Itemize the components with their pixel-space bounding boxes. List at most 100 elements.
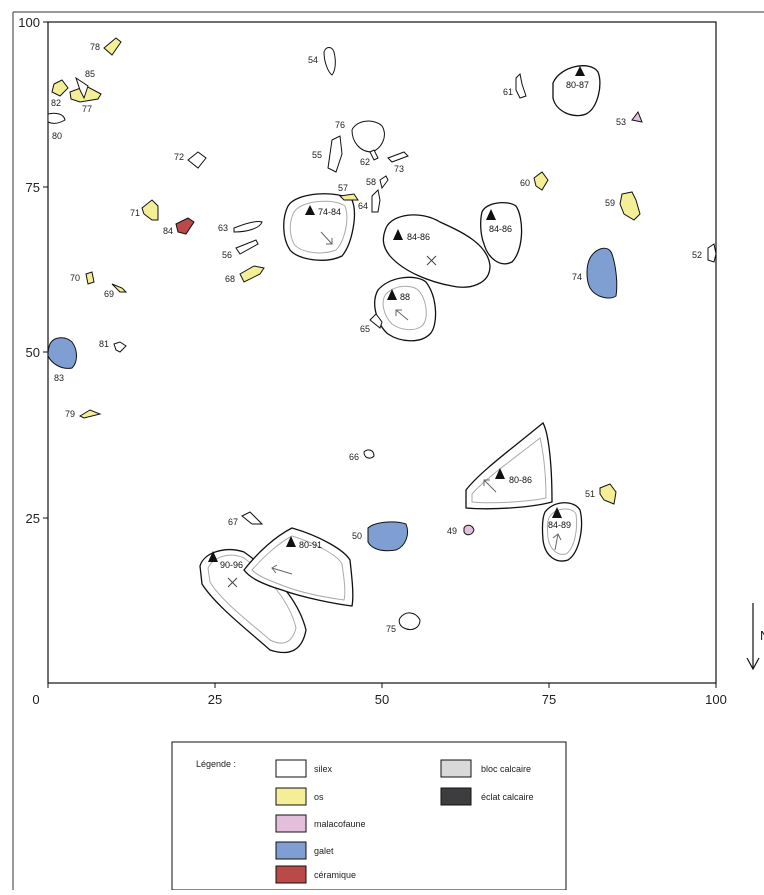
object-number-label: 54	[308, 55, 318, 65]
y-tick-label: 100	[18, 15, 40, 30]
legend-swatch-bloc-calcaire	[440, 759, 472, 778]
block-88: 88	[374, 276, 437, 342]
object-number-label: 53	[616, 117, 626, 127]
malacofaune-53	[631, 110, 643, 123]
object-number-label: 73	[394, 164, 404, 174]
object-number-label: 72	[174, 152, 184, 162]
legend-swatch-ceramique	[275, 865, 307, 884]
object-number-label: 68	[225, 274, 235, 284]
block-80-87: 80-87	[552, 65, 601, 117]
x-tick-label: 100	[705, 692, 727, 707]
os-fragment-68	[239, 265, 265, 283]
ceramique-fragment-84	[175, 217, 195, 235]
block-elevation-label: 80-87	[566, 80, 589, 90]
block-elevation-label: 84-86	[489, 224, 512, 234]
os-fragment-59	[619, 191, 641, 221]
objects	[47, 37, 717, 631]
object-number-label: 71	[130, 208, 140, 218]
silex-fragment-73	[387, 151, 409, 163]
block-elevation-label: 90-96	[220, 560, 243, 570]
block-elevation-label: 84-86	[407, 232, 430, 242]
object-number-label: 76	[335, 120, 345, 130]
os-fragment-79	[78, 409, 102, 419]
silex-fragment-58	[379, 175, 389, 190]
object-labels: 78 85 82 77 80 54 76 55 62 73 72 58 57 6…	[51, 42, 702, 634]
silex-fragment-64	[371, 188, 381, 213]
y-tick-label: 25	[26, 511, 40, 526]
object-number-label: 50	[352, 531, 362, 541]
legend-swatch-os	[275, 787, 307, 806]
silex-fragment-80	[47, 112, 66, 124]
silex-fragment-67	[241, 511, 264, 525]
object-number-label: 52	[692, 250, 702, 260]
os-fragment-78	[103, 37, 122, 56]
north-arrow	[746, 603, 760, 671]
legend-label: os	[314, 792, 324, 802]
silex-fragment-81	[113, 341, 127, 353]
block-80-91: 80-91	[243, 527, 354, 607]
galet-83	[47, 337, 77, 369]
axis-ticks	[43, 21, 717, 688]
os-fragment-71	[141, 199, 159, 221]
silex-fragment-85	[75, 76, 89, 100]
os-fragment-60	[533, 171, 549, 191]
block-84-89: 84-89	[541, 502, 583, 562]
silex-fragment-76	[351, 120, 385, 153]
block-elevation-label: 84-89	[548, 520, 571, 530]
object-number-label: 60	[520, 178, 530, 188]
legend-swatch-malacofaune	[275, 814, 307, 833]
object-number-label: 64	[358, 201, 368, 211]
os-fragment-82	[51, 79, 69, 97]
galet-50	[367, 521, 409, 552]
block-84-86-center: 84-86	[382, 214, 491, 288]
object-number-label: 70	[70, 273, 80, 283]
silex-fragment-62	[369, 149, 379, 161]
object-number-label: 58	[366, 177, 376, 187]
legend: Légende : silex os malacofaune galet cér…	[171, 741, 567, 891]
block-elevation-label: 74-84	[318, 207, 341, 217]
x-tick-label: 25	[208, 692, 222, 707]
object-number-label: 79	[65, 409, 75, 419]
y-tick-label: 75	[26, 180, 40, 195]
os-fragment-51	[599, 483, 617, 505]
silex-fragment-63	[233, 221, 263, 233]
silex-fragment-56	[235, 239, 259, 255]
legend-title: Légende :	[196, 759, 236, 769]
object-number-label: 51	[585, 489, 595, 499]
object-number-label: 67	[228, 517, 238, 527]
north-label: N	[760, 628, 764, 643]
object-number-label: 77	[82, 104, 92, 114]
legend-label: éclat calcaire	[481, 792, 534, 802]
block-elevation-label: 80-91	[299, 540, 322, 550]
legend-swatch-galet	[275, 841, 307, 860]
object-number-label: 55	[312, 150, 322, 160]
block-74-84: 74-84	[283, 193, 356, 261]
object-number-label: 56	[222, 250, 232, 260]
legend-label: galet	[314, 846, 334, 856]
block-90-96: 90-96	[199, 549, 307, 654]
malacofaune-49	[463, 524, 475, 536]
object-number-label: 83	[54, 373, 64, 383]
y-tick-label: 50	[26, 345, 40, 360]
legend-label: silex	[314, 764, 333, 774]
x-tick-label: 50	[375, 692, 389, 707]
silex-fragment-75	[398, 612, 421, 631]
object-number-label: 59	[605, 198, 615, 208]
block-80-86: 80-86	[465, 422, 553, 510]
legend-swatch-eclat-calcaire	[440, 787, 472, 806]
object-number-label: 80	[52, 131, 62, 141]
silex-fragment-65	[369, 313, 383, 329]
legend-label: céramique	[314, 870, 356, 880]
silex-fragment-61	[515, 72, 527, 99]
legend-label: malacofaune	[314, 819, 366, 829]
silex-fragment-52	[707, 243, 717, 263]
object-number-label: 66	[349, 452, 359, 462]
object-number-label: 63	[218, 223, 228, 233]
object-number-label: 65	[360, 324, 370, 334]
object-number-label: 69	[104, 289, 114, 299]
os-fragment-69	[111, 283, 128, 293]
block-84-86-right: 84-86	[480, 201, 523, 265]
object-number-label: 82	[51, 98, 61, 108]
